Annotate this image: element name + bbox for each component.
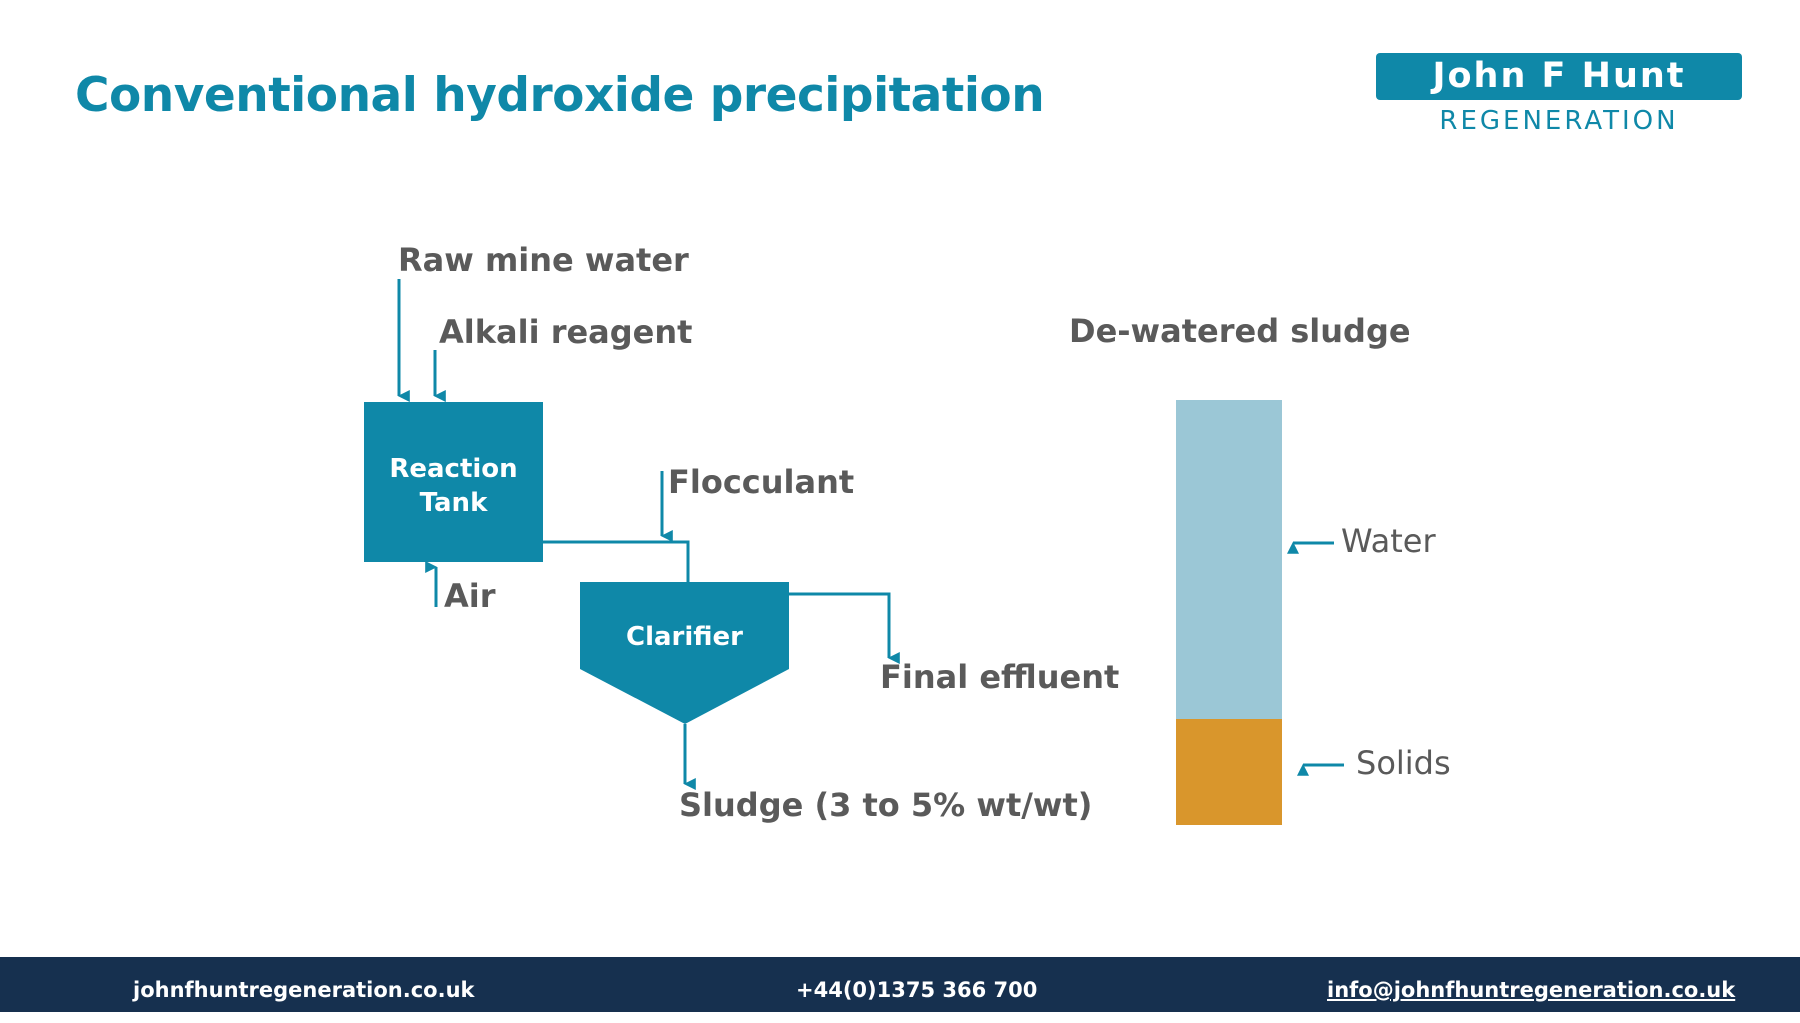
solids-bar: [1176, 719, 1282, 825]
reaction-tank-label: Reaction Tank: [364, 452, 543, 520]
alkali-reagent-label: Alkali reagent: [439, 313, 693, 351]
company-logo: John F Hunt REGENERATION: [1376, 53, 1742, 136]
reaction-tank-box: [364, 402, 543, 562]
effluent-pipe: [789, 592, 900, 664]
dewatered-sludge-title: De-watered sludge: [1069, 312, 1411, 350]
footer-email-link[interactable]: info@johnfhuntregeneration.co.uk: [1327, 978, 1736, 1002]
air-label: Air: [444, 577, 496, 615]
raw-mine-water-label: Raw mine water: [398, 241, 689, 279]
slide-title: Conventional hydroxide precipitation: [75, 68, 1045, 123]
process-diagram: [364, 279, 1344, 825]
water-label: Water: [1341, 522, 1436, 560]
clarifier-label: Clarifier: [626, 622, 743, 652]
footer-bar: johnfhuntregeneration.co.uk +44(0)1375 3…: [0, 957, 1800, 1012]
footer-phone: +44(0)1375 366 700: [796, 978, 1038, 1002]
solids-label: Solids: [1356, 744, 1451, 782]
logo-subtitle: REGENERATION: [1439, 106, 1679, 136]
reaction-tank-line1: Reaction: [389, 454, 518, 484]
footer-website[interactable]: johnfhuntregeneration.co.uk: [133, 978, 475, 1002]
water-bar: [1176, 400, 1282, 719]
final-effluent-label: Final effluent: [880, 658, 1120, 696]
reaction-tank-line2: Tank: [419, 488, 488, 518]
clarifier-shape: [580, 582, 789, 724]
flocculant-label: Flocculant: [668, 463, 855, 501]
sludge-label: Sludge (3 to 5% wt/wt): [679, 786, 1093, 824]
tank-to-clarifier-pipe: [543, 540, 690, 582]
logo-name: John F Hunt: [1376, 53, 1742, 100]
